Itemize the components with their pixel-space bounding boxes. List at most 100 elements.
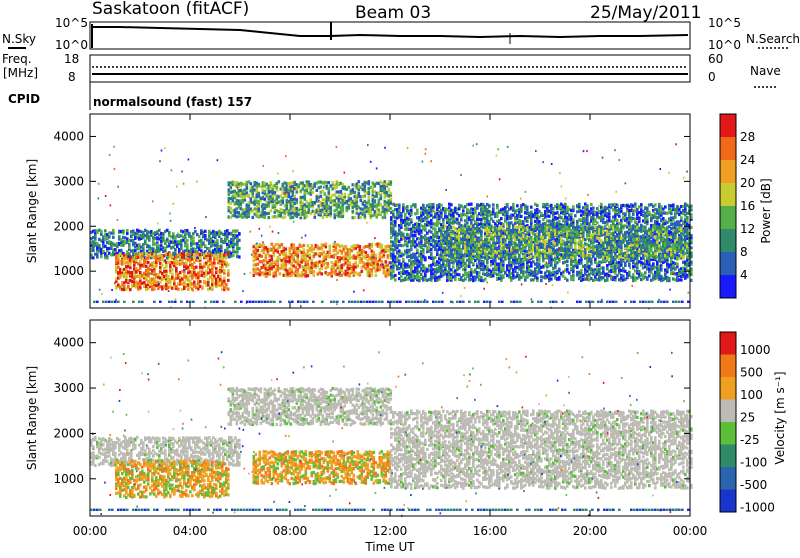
heatmap-cell (566, 279, 569, 282)
heatmap-cell (420, 273, 423, 276)
heatmap-cell (410, 248, 413, 251)
heatmap-cell (398, 259, 401, 262)
heatmap-cell (227, 279, 230, 282)
heatmap-cell (122, 230, 125, 233)
heatmap-cell (186, 246, 189, 249)
heatmap-cell (608, 213, 611, 216)
heatmap-cell (524, 278, 527, 281)
heatmap-cell (608, 216, 611, 219)
heatmap-cell (296, 190, 299, 193)
heatmap-cell (112, 229, 115, 232)
heatmap-cell (358, 192, 361, 195)
heatmap-cell (223, 269, 226, 272)
heatmap-cell (270, 209, 273, 212)
heatmap-cell (392, 268, 395, 271)
heatmap-cell (624, 212, 627, 215)
heatmap-cell (486, 265, 489, 268)
heatmap-cell (306, 215, 309, 218)
heatmap-cell (334, 194, 337, 197)
heatmap-cell (502, 263, 505, 266)
heatmap-cell (199, 263, 202, 266)
heatmap-cell (402, 233, 405, 236)
heatmap-cell (572, 205, 575, 208)
noise-right-tick-top: 10^5 (708, 16, 741, 30)
heatmap-cell (550, 277, 553, 280)
heatmap-cell (462, 209, 465, 212)
nave-label: Nave (750, 64, 781, 78)
heatmap-cell (303, 244, 306, 247)
heatmap-cell (568, 271, 571, 274)
heatmap-cell (482, 260, 485, 263)
heatmap-cell (628, 271, 631, 274)
heatmap-cell (390, 207, 393, 210)
heatmap-cell (108, 235, 111, 238)
heatmap-cell (324, 192, 327, 195)
heatmap-cell (526, 206, 529, 209)
heatmap-cell (223, 279, 226, 282)
heatmap-cell (410, 218, 413, 221)
heatmap-cell (574, 214, 577, 217)
heatmap-cell (422, 204, 425, 207)
heatmap-cell (492, 207, 495, 210)
heatmap-cell (188, 232, 191, 235)
heatmap-cell (572, 277, 575, 280)
heatmap-cell (126, 232, 129, 235)
heatmap-cell (416, 249, 419, 252)
heatmap-cell (432, 209, 435, 212)
freq-right-tick-bottom: 0 (708, 70, 716, 84)
heatmap-cell (526, 209, 529, 212)
heatmap-cell (285, 248, 288, 251)
heatmap-cell (566, 260, 569, 263)
heatmap-cell (286, 204, 289, 207)
heatmap-cell (345, 245, 348, 248)
heatmap-cell (406, 205, 409, 208)
heatmap-cell (256, 188, 259, 191)
heatmap-cell (120, 249, 123, 252)
heatmap-cell (496, 215, 499, 218)
heatmap-cell (566, 264, 569, 267)
heatmap-cell (540, 271, 543, 274)
heatmap-cell (430, 248, 433, 251)
heatmap-cell (606, 279, 609, 282)
heatmap-cell (155, 264, 158, 267)
heatmap-cell (394, 224, 397, 227)
heatmap-cell (112, 236, 115, 239)
heatmap-cell (250, 182, 253, 185)
heatmap-cell (204, 230, 207, 233)
heatmap-cell (468, 265, 471, 268)
heatmap-cell (330, 209, 333, 212)
freq-left-tick-top: 18 (64, 52, 79, 66)
heatmap-cell (177, 288, 180, 291)
figure-title: Saskatoon (fitACF) (92, 0, 249, 19)
heatmap-cell (100, 230, 103, 233)
heatmap-cell (281, 243, 284, 246)
heatmap-cell (434, 256, 437, 259)
heatmap-cell (558, 220, 561, 223)
heatmap-cell (199, 253, 202, 256)
heatmap-cell (340, 190, 343, 193)
heatmap-cell (139, 286, 142, 289)
heatmap-cell (614, 258, 617, 261)
heatmap-cell (193, 281, 196, 284)
heatmap-cell (355, 261, 358, 264)
heatmap-cell (394, 274, 397, 277)
heatmap-cell (328, 181, 331, 184)
heatmap-cell (285, 252, 288, 255)
heatmap-cell (628, 263, 631, 266)
heatmap-cell (352, 188, 355, 191)
heatmap-cell (92, 248, 95, 251)
heatmap-cell (450, 203, 453, 206)
cpid-value: normalsound (fast) 157 (93, 95, 252, 109)
freq-panel: Freq. [MHz] 18 8 60 0 Nave (2, 52, 781, 87)
heatmap-cell (586, 204, 589, 207)
heatmap-cell (474, 210, 477, 213)
heatmap-cell (412, 237, 415, 240)
heatmap-cell (478, 271, 481, 274)
heatmap-cell (322, 216, 325, 219)
heatmap-cell (223, 276, 226, 279)
heatmap-cell (570, 213, 573, 216)
freq-left-tick-bottom: 8 (68, 70, 76, 84)
heatmap-cell (390, 202, 393, 205)
heatmap-cell (126, 229, 129, 232)
heatmap-cell (169, 281, 172, 284)
